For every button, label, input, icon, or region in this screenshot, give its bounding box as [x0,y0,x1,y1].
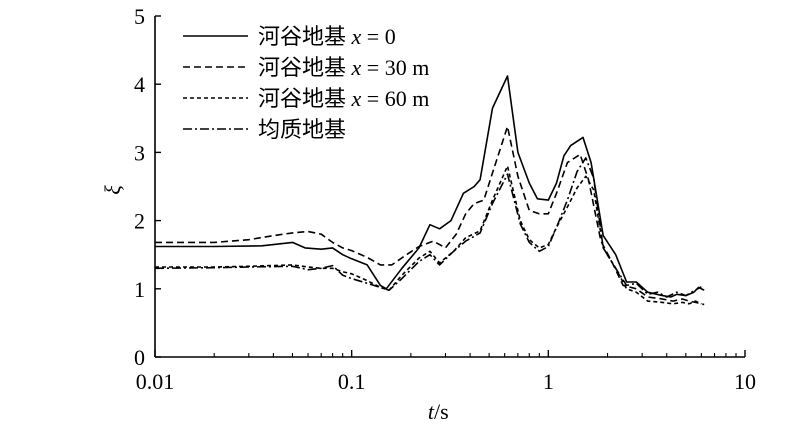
legend-entry-prefix: 河谷地基 [258,86,352,111]
x-tick-label: 0.01 [136,369,175,394]
x-axis-title-variable: t [428,399,435,424]
y-axis-ticks: 0 1 2 3 4 5 [134,4,161,370]
legend-entry-label: 河谷地基 x = 0 [258,24,396,49]
legend-entry-variable: x [351,24,362,49]
series-line-1 [155,75,705,298]
legend-entry-variable: x [351,55,362,80]
y-tick-label: 2 [134,209,145,234]
x-axis-title-unit: /s [434,399,449,424]
legend-entry-prefix: 河谷地基 [258,55,352,80]
y-tick-label: 0 [134,345,145,370]
axes: 0.01 0.1 1 10 0 1 2 3 4 5 [134,4,756,394]
legend-entry-prefix: 河谷地基 [258,24,352,49]
legend-entry-suffix: = 30 m [361,55,429,80]
series-lines [154,75,705,306]
x-axis-ticks: 0.01 0.1 1 10 [136,350,756,394]
x-tick-label: 1 [543,369,554,394]
x-axis-title: t/s [428,399,449,424]
y-tick-label: 1 [134,277,145,302]
legend-entry-prefix: 均质地基 [258,117,346,142]
series-line-2 [155,125,705,306]
x-tick-label: 0.1 [338,369,366,394]
y-tick-label: 3 [134,140,145,165]
legend-entry-suffix: = 60 m [361,86,429,111]
y-tick-label: 5 [134,4,145,29]
series-line-3 [155,165,702,305]
x-tick-label: 10 [734,369,756,394]
series-line-4 [154,157,702,298]
y-tick-label: 4 [134,72,145,97]
legend-entry-label: 河谷地基 x = 30 m [258,55,429,80]
y-axis-title: ξ [100,185,125,195]
legend-entry-label: 河谷地基 x = 60 m [258,86,429,111]
legend-entry-label: 均质地基 [258,117,346,142]
legend-entry-suffix: = 0 [361,24,395,49]
legend-entry-variable: x [351,86,362,111]
